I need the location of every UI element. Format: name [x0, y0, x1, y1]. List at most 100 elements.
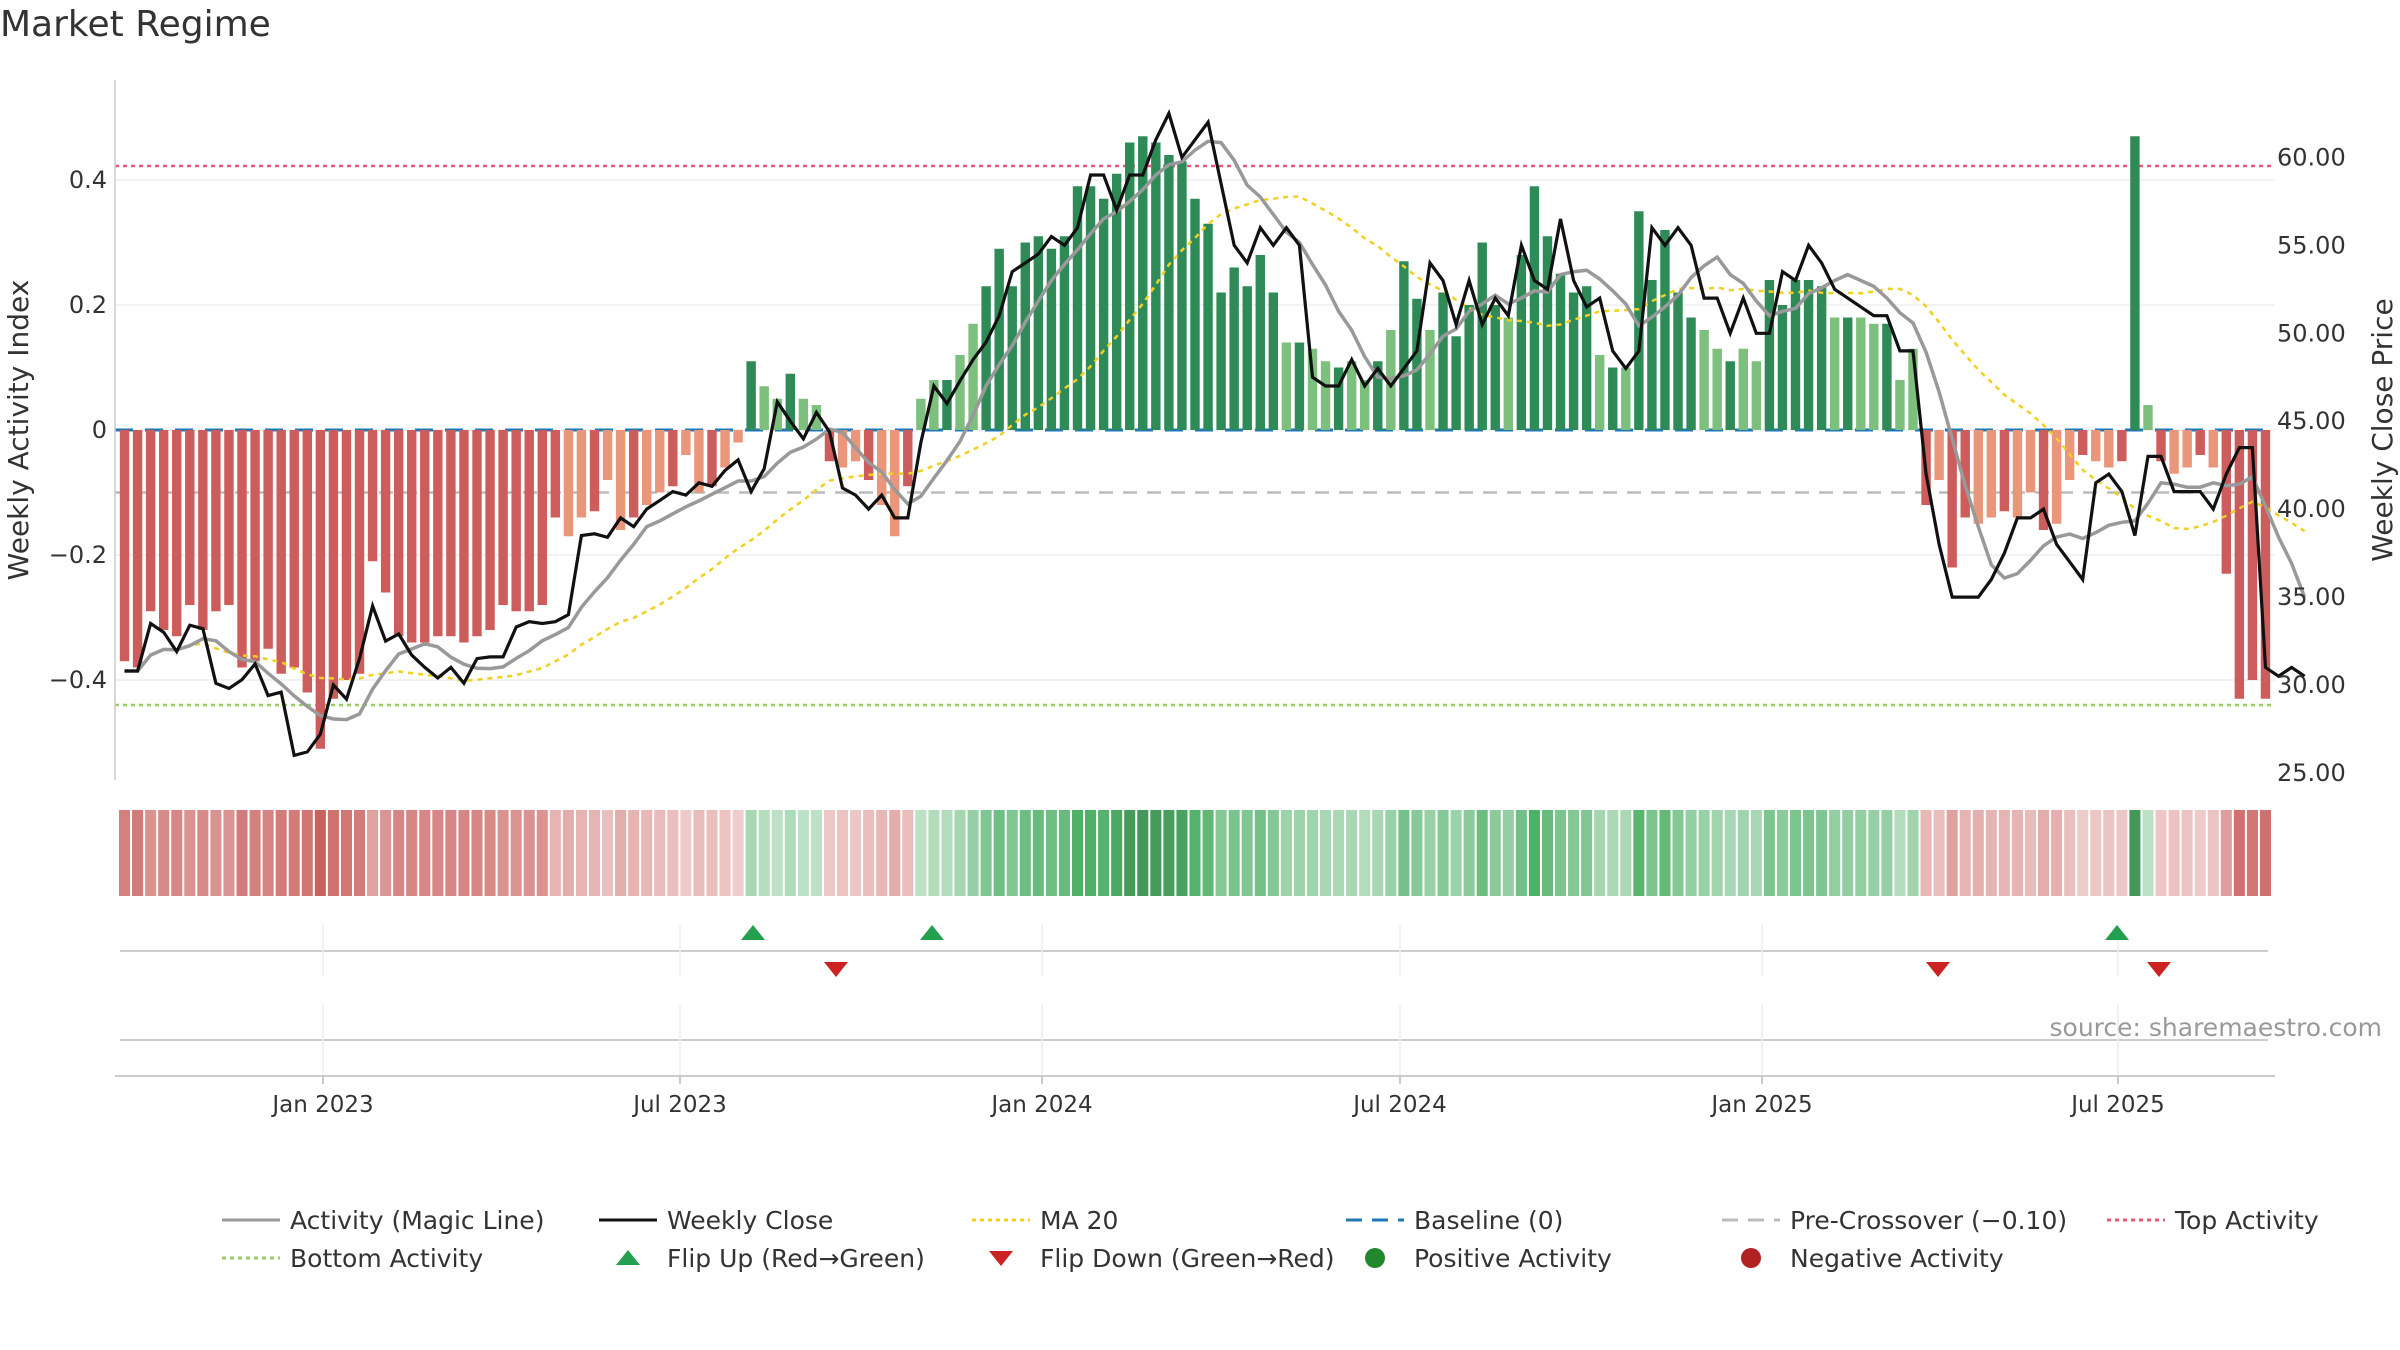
activity-bar [2104, 430, 2114, 468]
activity-bar [145, 430, 156, 612]
regime-cell [680, 810, 692, 896]
regime-cell [2168, 810, 2180, 896]
activity-bar [1908, 348, 1918, 430]
regime-cell [1946, 810, 1958, 896]
activity-bar [1255, 255, 1265, 430]
activity-bar [628, 430, 639, 518]
activity-bar [289, 430, 299, 668]
activity-bar [1934, 430, 1944, 480]
regime-cell [184, 810, 196, 896]
activity-bar [1125, 142, 1135, 430]
activity-bar [602, 430, 613, 480]
activity-bar [1007, 286, 1017, 430]
activity-bar [1790, 280, 1801, 430]
regime-cell [249, 810, 261, 896]
activity-bar [1098, 198, 1109, 430]
activity-bar [1960, 430, 1970, 518]
regime-cell [1254, 810, 1266, 896]
activity-bar [1777, 305, 1788, 430]
legend-label: Activity (Magic Line) [290, 1205, 545, 1235]
activity-bar [472, 430, 482, 637]
x-axis: Jan 2023 Jul 2023 Jan 2024 Jul 2024 Jan 2025… [115, 1005, 2275, 1118]
regime-cell [654, 810, 666, 896]
solid-line-legend-icon [222, 1218, 280, 1222]
regime-cell [693, 810, 705, 896]
regime-cell [197, 810, 209, 896]
regime-cell [145, 810, 157, 896]
activity-bar [1464, 305, 1474, 430]
regime-cell [1568, 810, 1580, 896]
regime-cell [1959, 810, 1971, 896]
regime-cell [719, 810, 731, 896]
activity-bar [341, 430, 352, 680]
regime-cell [745, 810, 757, 896]
activity-bar [1608, 367, 1618, 430]
regime-cell [771, 810, 783, 896]
regime-cell [758, 810, 770, 896]
activity-bar [2247, 430, 2258, 680]
y-right-tick-label: 35.00 [2277, 583, 2346, 611]
activity-bar [237, 430, 247, 668]
regime-cell [471, 810, 483, 896]
y-right-tick-label: 40.00 [2277, 495, 2346, 523]
activity-bar [759, 386, 769, 430]
regime-cell [823, 810, 835, 896]
activity-bar [1503, 317, 1514, 430]
activity-bar [1686, 317, 1696, 430]
regime-cell [353, 810, 366, 896]
regime-cell [1267, 810, 1279, 896]
regime-cell [1972, 810, 1984, 896]
activity-bar [746, 361, 756, 430]
activity-bar [367, 430, 378, 562]
y-left-tick-label: 0.2 [69, 291, 107, 319]
regime-cell [2051, 810, 2063, 896]
legend-item: Positive Activity [1344, 1243, 1612, 1273]
regime-cell [1842, 810, 1854, 896]
regime-cell [628, 810, 640, 896]
activity-bar [981, 286, 991, 430]
regime-cell [1372, 810, 1384, 896]
flip-up-marker [920, 925, 944, 940]
regime-cell [2011, 810, 2023, 896]
regime-cell [1489, 810, 1501, 896]
regime-cell [1137, 810, 1149, 896]
flip-down-marker [2147, 962, 2171, 977]
regime-cell [850, 810, 862, 896]
activity-bar [772, 398, 782, 430]
regime-cell [706, 810, 718, 896]
regime-cell [1045, 810, 1057, 896]
regime-cell [1633, 810, 1645, 896]
activity-bar [2260, 430, 2271, 699]
activity-bar [1164, 155, 1174, 430]
regime-cell [1280, 810, 1292, 896]
regime-cell [1293, 810, 1305, 896]
regime-cell [419, 810, 431, 896]
legend-label: Weekly Close [667, 1205, 834, 1235]
regime-cell [928, 810, 940, 896]
activity-bar [563, 430, 574, 537]
regime-cell [941, 810, 953, 896]
legend-label: Top Activity [2175, 1205, 2319, 1235]
regime-strip [119, 810, 2271, 896]
activity-bar [1399, 261, 1409, 430]
y-left-tick-label: 0.4 [69, 166, 107, 194]
legend-label: Baseline (0) [1414, 1205, 1564, 1235]
activity-bar [2051, 430, 2062, 524]
activity-bar [811, 405, 822, 430]
activity-bar [2143, 405, 2153, 430]
activity-bar [119, 430, 130, 662]
regime-cell [1528, 810, 1540, 896]
legend-label: Positive Activity [1414, 1243, 1612, 1273]
activity-bar [1843, 317, 1853, 430]
activity-bar [955, 355, 965, 430]
regime-cell [340, 810, 352, 896]
activity-bar [250, 430, 260, 662]
regime-cell [1750, 810, 1762, 896]
activity-bar [1999, 430, 2010, 512]
weekly-close-line [124, 109, 2306, 758]
dashed-line-legend-icon [1346, 1218, 1404, 1222]
activity-bar [1346, 361, 1357, 430]
regime-cell [1450, 810, 1462, 896]
regime-cell [2181, 810, 2193, 896]
regime-cell [1215, 810, 1227, 896]
